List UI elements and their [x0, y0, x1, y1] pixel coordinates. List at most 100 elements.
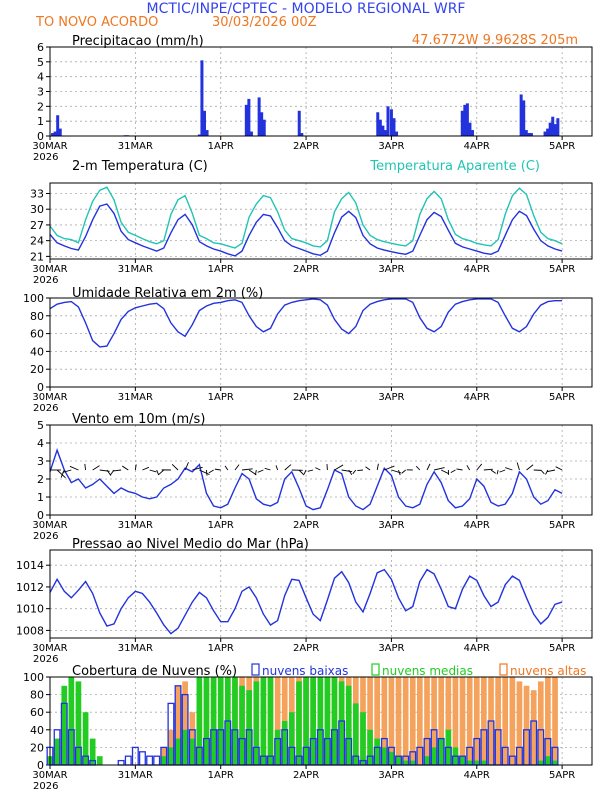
cloud-bar-nuvens-medias — [267, 677, 274, 765]
cloud-bar-nuvens-altas — [438, 677, 445, 765]
wind-barb — [490, 469, 496, 474]
cloud-bar-nuvens-medias — [96, 756, 103, 765]
series-line-temperatura-aparente — [49, 186, 563, 249]
panel-title: 2-m Temperatura (C) — [72, 159, 208, 174]
precip-bar — [249, 131, 253, 136]
x-tick-label: 31MAR — [118, 643, 153, 654]
panel-frame — [49, 297, 593, 388]
cloud-bar-nuvens-medias — [189, 738, 196, 765]
cloud-bar-nuvens-medias — [481, 760, 487, 765]
cloud-bar-nuvens-medias — [239, 685, 245, 765]
y-tick-label: 3 — [37, 86, 44, 99]
x-tick-label: 31MAR — [118, 264, 153, 275]
header-title: MCTIC/INPE/CPTEC - MODELO REGIONAL WRF — [147, 1, 466, 17]
x-tick-label: 5APR — [549, 392, 575, 403]
cloud-bar-nuvens-medias — [395, 756, 402, 765]
x-tick-label: 2APR — [293, 141, 319, 152]
x-tick-label: 1APR — [208, 770, 234, 781]
precip-bar — [205, 130, 209, 136]
precip-bar — [543, 131, 547, 136]
wind-barb — [69, 465, 79, 471]
precip-bar — [247, 98, 251, 136]
x-tick-sublabel: 2026 — [33, 654, 58, 665]
y-tick-label: 20 — [30, 363, 44, 376]
cloud-bar-nuvens-altas — [182, 681, 188, 765]
precip-bar — [524, 130, 528, 136]
y-tick-label: 0 — [37, 130, 44, 143]
cloud-bar-nuvens-altas — [502, 677, 509, 765]
wind-barb — [384, 465, 395, 471]
x-tick-sublabel: 2026 — [33, 275, 58, 286]
precip-bar — [297, 110, 301, 136]
panel-frame — [49, 424, 593, 516]
cloud-bar-nuvens-altas — [402, 677, 409, 765]
precip-bar — [381, 125, 385, 136]
cloud-bar-nuvens-baixas — [153, 755, 161, 766]
x-tick-label: 2APR — [293, 392, 319, 403]
wind-barb — [254, 469, 257, 476]
wind-barb — [540, 469, 545, 475]
x-tick-label: 5APR — [549, 643, 575, 654]
cloud-bar-nuvens-medias — [89, 738, 96, 765]
precip-bar — [197, 134, 201, 136]
precip-bar — [522, 100, 526, 136]
precip-bar — [471, 130, 475, 136]
cloud-bar-nuvens-medias — [217, 677, 224, 765]
wind-barb — [440, 469, 450, 475]
precip-bar — [395, 131, 399, 136]
cloud-bar-nuvens-medias — [431, 747, 437, 765]
wind-barb — [334, 464, 344, 471]
wind-barb — [84, 463, 87, 471]
precip-bar — [244, 104, 248, 136]
wind-barb — [192, 466, 203, 471]
precip-bar — [51, 133, 55, 136]
header-coords: 47.6772W 9.9628S 205m — [412, 33, 578, 48]
cloud-bar-nuvens-altas — [431, 677, 437, 765]
y-tick-label: 60 — [30, 706, 44, 719]
header-location: TO NOVO ACORDO — [35, 15, 158, 30]
wind-barb — [401, 469, 406, 474]
panel-title: Precipitacao (mm/h) — [72, 34, 204, 49]
cloud-bar-nuvens-medias — [360, 712, 366, 765]
wind-barb — [112, 469, 122, 472]
cloud-bar-nuvens-altas — [509, 677, 516, 765]
legend-label: nuvens baixas — [262, 664, 348, 678]
cloud-bar-nuvens-medias — [537, 760, 544, 765]
cloud-bar-nuvens-altas — [381, 677, 388, 765]
x-tick-label: 30MAR — [32, 643, 67, 654]
y-tick-label: 0 — [37, 759, 44, 772]
cloud-bar-nuvens-medias — [54, 738, 60, 765]
precip-bar — [546, 128, 550, 136]
panel-title: Vento em 10m (m/s) — [72, 412, 205, 427]
wind-barb — [92, 465, 100, 471]
cloud-bar-nuvens-medias — [68, 677, 75, 765]
cloud-bar-nuvens-altas — [374, 677, 380, 765]
wind-barb — [546, 469, 556, 473]
x-tick-label: 30MAR — [32, 770, 67, 781]
precip-bar — [529, 133, 533, 136]
y-tick-label: 40 — [30, 724, 44, 737]
precip-bar — [376, 112, 380, 136]
y-tick-label: 0 — [37, 381, 44, 394]
y-tick-label: 27 — [30, 219, 44, 232]
y-tick-label: 80 — [30, 689, 44, 702]
precip-bar — [468, 122, 472, 136]
wind-barb — [171, 464, 179, 471]
wind-barb — [352, 469, 357, 475]
wind-barb — [158, 469, 165, 476]
cloud-bar-nuvens-medias — [168, 747, 174, 765]
cloud-bar-nuvens-medias — [253, 681, 260, 765]
precip-bar — [519, 94, 523, 136]
cloud-bar-nuvens-medias — [345, 685, 352, 765]
cloud-bar-nuvens-altas — [274, 677, 281, 765]
cloud-bar-nuvens-altas — [409, 677, 416, 765]
x-tick-label: 3APR — [378, 770, 404, 781]
x-tick-sublabel: 2026 — [33, 152, 58, 163]
wind-barb — [275, 465, 279, 471]
cloud-bar-nuvens-altas — [395, 677, 402, 765]
wind-barb — [298, 469, 305, 476]
wind-barb — [224, 465, 229, 471]
x-tick-label: 5APR — [549, 770, 575, 781]
precip-bar — [386, 106, 390, 136]
